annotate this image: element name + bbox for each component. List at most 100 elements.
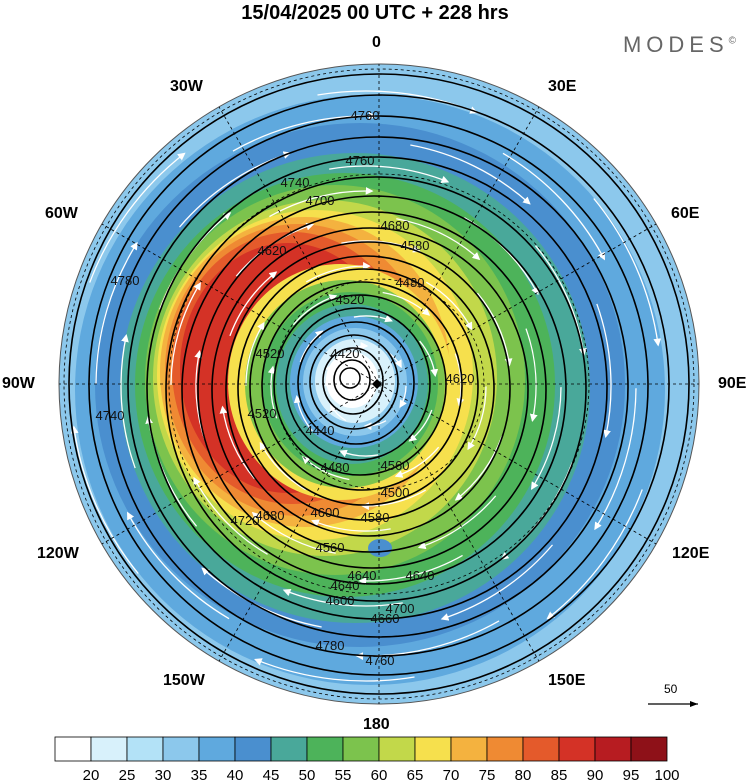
- meridian-line: [378, 106, 540, 385]
- colorbar-swatch: [522, 736, 560, 762]
- colorbar-tick: 65: [407, 767, 424, 782]
- lon-label-0: 0: [372, 34, 381, 51]
- colorbar-tick: 75: [479, 767, 496, 782]
- meridian-line: [378, 383, 657, 545]
- streamline: [410, 144, 531, 205]
- colorbar-tick: 90: [587, 767, 604, 782]
- lon-label-90w: 90W: [2, 375, 35, 392]
- contour-label: 4580: [401, 238, 430, 253]
- colorbar-tick: 20: [83, 767, 100, 782]
- contour-label: 4720: [231, 513, 260, 528]
- colorbar-swatch: [54, 736, 92, 762]
- colorbar-swatch: [414, 736, 452, 762]
- contour-label: 4620: [446, 371, 475, 386]
- streamline: [120, 334, 136, 469]
- height-contour: [309, 334, 399, 430]
- colorbar: 20 25 30 35 40 45 50 55 60 65 70 75 80 85 90 95 100: [54, 736, 680, 782]
- streamline: [530, 387, 562, 490]
- contour-label: 4700: [386, 601, 415, 616]
- meridian-line: [101, 223, 380, 385]
- contour-label: 4760: [366, 653, 395, 668]
- height-contour: [249, 268, 479, 506]
- height-contour: [107, 115, 649, 657]
- contour-label: 4480: [396, 275, 425, 290]
- streamline: [95, 241, 138, 384]
- streamline: [301, 456, 350, 481]
- streamline: [325, 363, 333, 387]
- contour-label: 4600: [311, 505, 340, 520]
- streamline: [408, 409, 433, 442]
- streamline: [345, 341, 369, 352]
- streamline: [245, 321, 265, 386]
- streamline: [292, 294, 338, 326]
- streamline: [417, 495, 497, 550]
- lon-label-60w: 60W: [45, 205, 78, 222]
- colorbar-tick: 60: [371, 767, 388, 782]
- meridian-line: [378, 383, 540, 662]
- meridian-line: [101, 383, 380, 545]
- contour-label: 4640: [331, 578, 360, 593]
- wind-reference-arrowhead: [690, 701, 698, 707]
- streamline: [596, 303, 612, 438]
- streamline: [170, 282, 202, 385]
- streamline: [525, 328, 538, 422]
- height-contour: [273, 294, 447, 476]
- meridian-line: [218, 106, 380, 385]
- streamline: [127, 511, 230, 620]
- lon-label-30e: 30E: [548, 78, 577, 95]
- streamline: [594, 388, 637, 531]
- contour-label: 4640: [406, 568, 435, 583]
- streamline: [396, 218, 481, 261]
- colorbar-swatch: [198, 736, 236, 762]
- contour-label: 4440: [306, 423, 335, 438]
- colorbar-swatch: [270, 736, 308, 762]
- streamline: [329, 165, 450, 184]
- colorbar-swatch: [162, 736, 200, 762]
- streamline: [425, 281, 473, 331]
- contour-label: 4700: [306, 193, 335, 208]
- streamline: [363, 420, 387, 431]
- colorbar-swatch: [306, 736, 344, 762]
- contour-label: 4680: [256, 508, 285, 523]
- colorbar-tick: 50: [299, 767, 316, 782]
- colorbar-tick: 95: [623, 767, 640, 782]
- contour-labels: 4420 4440 4480 4500 4520 4560 4580 4600 4600 4660…: [96, 108, 475, 668]
- pole-marker: [339, 367, 382, 389]
- streamline: [339, 449, 379, 458]
- contour-label: 4580: [361, 510, 390, 525]
- colorbar-swatch: [342, 736, 380, 762]
- colorbar-swatch: [90, 736, 128, 762]
- height-contour: [237, 255, 495, 521]
- contour-label: 4660: [371, 611, 400, 626]
- streamline: [546, 489, 643, 620]
- lon-label-120w: 120W: [37, 545, 79, 562]
- streamline: [259, 441, 307, 491]
- lon-label-180: 180: [363, 716, 390, 733]
- height-contour: [127, 136, 629, 638]
- streamline: [70, 425, 139, 574]
- contour-label: 4740: [96, 408, 125, 423]
- height-contour: [181, 195, 567, 585]
- streamline: [330, 403, 347, 422]
- streamline: [385, 350, 402, 369]
- streamline: [89, 152, 186, 283]
- brand-mark: ©: [728, 35, 736, 47]
- colorbar-swatch: [234, 736, 272, 762]
- colorbar-tick: 30: [155, 767, 172, 782]
- parallel-circle: [273, 278, 485, 490]
- streamline: [251, 511, 336, 554]
- contour-label: 4760: [346, 153, 375, 168]
- height-contour: [261, 281, 463, 491]
- contour-label: 4760: [351, 108, 380, 123]
- contour-label: 4420: [331, 346, 360, 361]
- streamline: [353, 314, 393, 323]
- contour-label: 4780: [111, 273, 140, 288]
- colorbar-tick: 25: [119, 767, 136, 782]
- streamline: [454, 353, 465, 407]
- contour-label: 4480: [321, 460, 350, 475]
- streamline: [358, 554, 463, 586]
- height-contour: [225, 241, 511, 537]
- streamline: [361, 489, 427, 511]
- streamline: [440, 544, 553, 621]
